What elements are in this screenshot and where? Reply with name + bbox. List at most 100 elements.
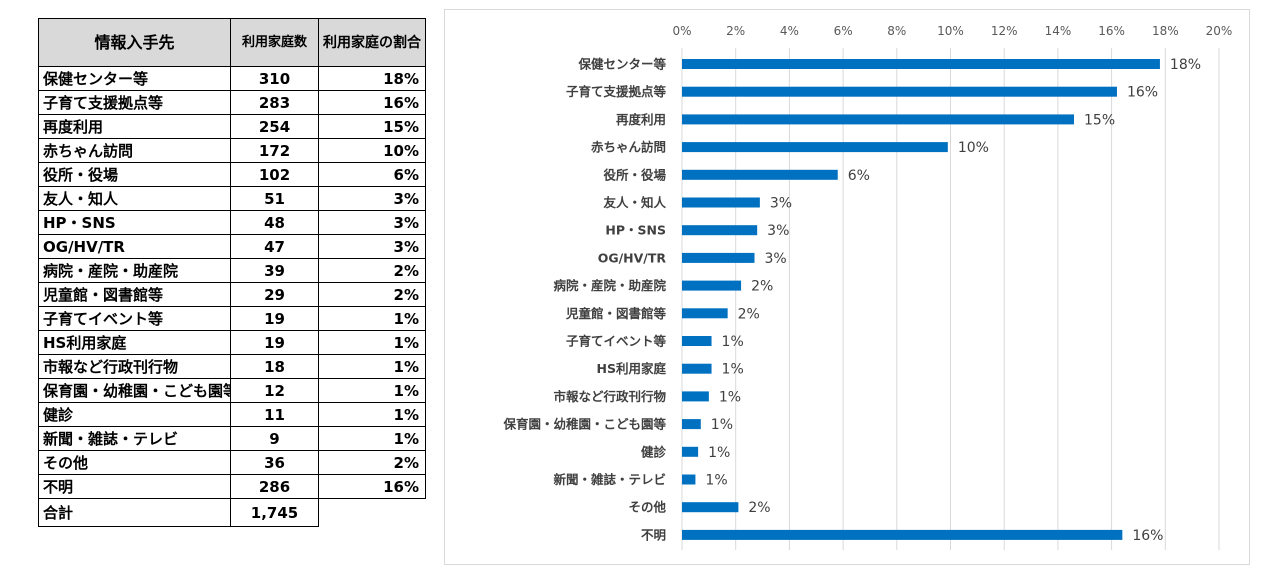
category-label: 新聞・雑誌・テレビ (553, 472, 666, 487)
row-rate: 10% (318, 138, 426, 163)
row-count: 310 (230, 66, 319, 91)
row-source: 再度利用 (38, 114, 231, 139)
category-label: 不明 (641, 527, 666, 542)
row-count: 47 (230, 234, 319, 259)
x-tick-label: 0% (672, 24, 691, 38)
category-label: 子育てイベント等 (566, 334, 667, 349)
row-count: 9 (230, 426, 319, 451)
category-label: OG/HV/TR (598, 250, 667, 265)
row-rate: 3% (318, 210, 426, 235)
table-row: 児童館・図書館等 29 2% (38, 282, 426, 307)
category-label: その他 (628, 500, 666, 515)
row-source: 赤ちゃん訪問 (38, 138, 231, 163)
category-label: 児童館・図書館等 (565, 306, 667, 321)
bar (682, 308, 728, 319)
row-source: 健診 (38, 402, 231, 427)
row-source: その他 (38, 450, 231, 475)
bar (682, 114, 1075, 125)
x-tick-label: 2% (726, 24, 745, 38)
bar (682, 419, 701, 430)
row-rate: 1% (318, 426, 426, 451)
row-count: 36 (230, 450, 319, 475)
category-label: 市報など行政刊行物 (553, 389, 666, 404)
x-tick-label: 6% (834, 24, 853, 38)
table-row: 市報など行政刊行物 18 1% (38, 354, 426, 379)
bar (682, 225, 758, 236)
bar (682, 169, 838, 180)
row-count: 12 (230, 378, 319, 403)
row-count: 254 (230, 114, 319, 139)
row-rate: 15% (318, 114, 426, 139)
data-label: 2% (751, 279, 773, 295)
row-source: 子育てイベント等 (38, 306, 231, 331)
row-source: 保育園・幼稚園・こども園等 (38, 378, 231, 403)
bar (682, 280, 742, 291)
category-label: 保育園・幼稚園・こども園等 (502, 417, 666, 432)
x-tick-label: 16% (1098, 24, 1125, 38)
row-rate: 2% (318, 282, 426, 307)
category-label: 保健センター等 (577, 57, 666, 72)
bar (682, 252, 755, 263)
data-label: 1% (705, 473, 727, 489)
row-source: 子育て支援拠点等 (38, 90, 231, 115)
data-label: 1% (719, 389, 741, 405)
data-label: 3% (764, 251, 786, 267)
category-label: 赤ちゃん訪問 (591, 140, 666, 155)
header-count: 利用家庭数 (230, 18, 319, 67)
x-tick-label: 14% (1045, 24, 1072, 38)
bar (682, 474, 696, 485)
data-label: 16% (1132, 528, 1163, 544)
x-tick-label: 12% (991, 24, 1018, 38)
row-rate: 2% (318, 258, 426, 283)
data-label: 1% (722, 362, 744, 378)
x-tick-label: 4% (780, 24, 799, 38)
category-label: 再度利用 (616, 112, 666, 127)
row-rate: 1% (318, 378, 426, 403)
table-row: OG/HV/TR 47 3% (38, 234, 426, 259)
data-label: 3% (770, 196, 792, 212)
category-label: 病院・産院・助産院 (553, 278, 666, 293)
bar (682, 502, 739, 513)
data-label: 1% (708, 445, 730, 461)
row-count: 29 (230, 282, 319, 307)
row-count: 19 (230, 306, 319, 331)
table-header-row: 情報入手先 利用家庭数 利用家庭の割合 (38, 18, 426, 67)
table-row: 病院・産院・助産院 39 2% (38, 258, 426, 283)
row-source: 保健センター等 (38, 66, 231, 91)
row-count: 102 (230, 162, 319, 187)
table-total-row: 合計 1,745 (38, 498, 426, 527)
category-label: HP・SNS (605, 223, 666, 238)
table-row: 子育てイベント等 19 1% (38, 306, 426, 331)
bar (682, 363, 712, 374)
category-label: 役所・役場 (603, 167, 666, 182)
data-label: 16% (1127, 85, 1158, 101)
category-label: 健診 (641, 444, 667, 459)
table-row: 再度利用 254 15% (38, 114, 426, 139)
bar (682, 59, 1160, 69)
table-row: 保健センター等 310 18% (38, 66, 426, 91)
data-table: 情報入手先 利用家庭数 利用家庭の割合 保健センター等 310 18% 子育て支援拠点… (38, 18, 426, 527)
row-count: 283 (230, 90, 319, 115)
table-row: 健診 11 1% (38, 402, 426, 427)
row-count: 286 (230, 474, 319, 499)
data-label: 18% (1170, 57, 1201, 73)
table-row: その他 36 2% (38, 450, 426, 475)
bar (682, 142, 948, 153)
data-label: 6% (848, 168, 870, 184)
table-row: HP・SNS 48 3% (38, 210, 426, 235)
row-source: HS利用家庭 (38, 330, 231, 355)
x-tick-label: 18% (1152, 24, 1179, 38)
x-tick-label: 20% (1206, 24, 1233, 38)
row-count: 51 (230, 186, 319, 211)
bar (682, 391, 709, 402)
row-source: 新聞・雑誌・テレビ (38, 426, 231, 451)
row-rate: 3% (318, 234, 426, 259)
category-label: 子育て支援拠点等 (566, 84, 667, 99)
bar (682, 86, 1117, 97)
table-row: 新聞・雑誌・テレビ 9 1% (38, 426, 426, 451)
x-tick-label: 8% (887, 24, 906, 38)
table-row: HS利用家庭 19 1% (38, 330, 426, 355)
row-rate: 1% (318, 402, 426, 427)
data-label: 10% (958, 140, 989, 156)
row-rate: 18% (318, 66, 426, 91)
